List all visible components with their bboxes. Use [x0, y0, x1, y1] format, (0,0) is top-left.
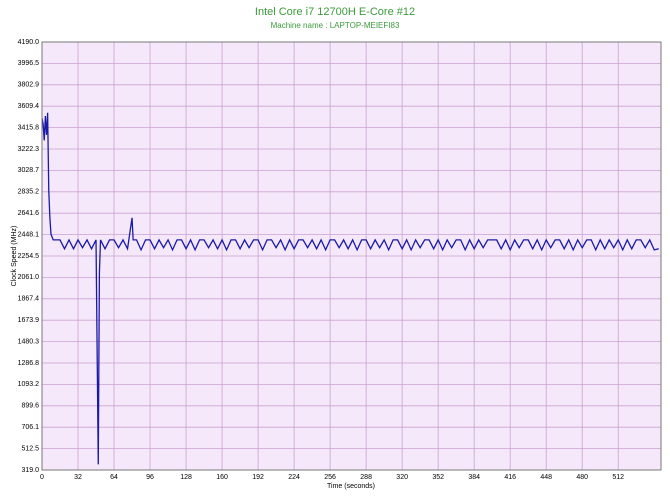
y-tick-label: 2835.2: [18, 189, 40, 196]
y-tick-label: 1093.2: [18, 381, 40, 388]
x-axis-label: Time (seconds): [327, 483, 375, 490]
x-tick-label: 320: [396, 474, 408, 481]
y-tick-label: 3802.9: [18, 82, 40, 89]
data-line: [41, 112, 659, 465]
y-tick-label: 1286.8: [18, 360, 40, 367]
x-tick-label: 288: [360, 474, 372, 481]
y-tick-label: 2448.1: [18, 231, 40, 238]
y-tick-label: 512.5: [21, 445, 39, 452]
x-tick-label: 416: [504, 474, 516, 481]
chart-subtitle: Machine name : LAPTOP-MEIEFI83: [271, 21, 400, 30]
x-tick-label: 192: [252, 474, 264, 481]
y-tick-label: 2061.0: [18, 274, 40, 281]
x-tick-label: 256: [324, 474, 336, 481]
y-tick-label: 2254.5: [18, 253, 40, 260]
y-tick-label: 4190.0: [18, 39, 40, 46]
y-tick-label: 1480.3: [18, 338, 40, 345]
x-tick-label: 384: [468, 474, 480, 481]
x-tick-label: 128: [180, 474, 192, 481]
y-tick-label: 3028.7: [18, 167, 40, 174]
x-tick-label: 224: [288, 474, 300, 481]
chart-title: Intel Core i7 12700H E-Core #12: [255, 6, 415, 18]
y-tick-label: 3609.4: [18, 103, 40, 110]
x-tick-label: 448: [540, 474, 552, 481]
x-tick-label: 352: [432, 474, 444, 481]
x-tick-label: 512: [612, 474, 624, 481]
y-tick-label: 1673.9: [18, 317, 40, 324]
y-tick-label: 3415.8: [18, 124, 40, 131]
y-tick-label: 319.0: [21, 467, 39, 474]
y-tick-label: 2641.6: [18, 210, 40, 217]
y-tick-label: 706.1: [21, 424, 39, 431]
x-tick-label: 480: [576, 474, 588, 481]
y-axis-label: Clock Speed (MHz): [11, 226, 18, 287]
plot-border: [41, 41, 662, 471]
y-tick-label: 3996.5: [18, 60, 40, 67]
y-tick-label: 899.6: [21, 403, 39, 410]
x-tick-label: 64: [110, 474, 118, 481]
x-tick-label: 160: [216, 474, 228, 481]
y-tick-label: 3222.3: [18, 146, 40, 153]
x-tick-label: 0: [40, 474, 44, 481]
x-tick-label: 96: [146, 474, 154, 481]
y-tick-label: 1867.4: [18, 296, 40, 303]
x-tick-label: 32: [74, 474, 82, 481]
